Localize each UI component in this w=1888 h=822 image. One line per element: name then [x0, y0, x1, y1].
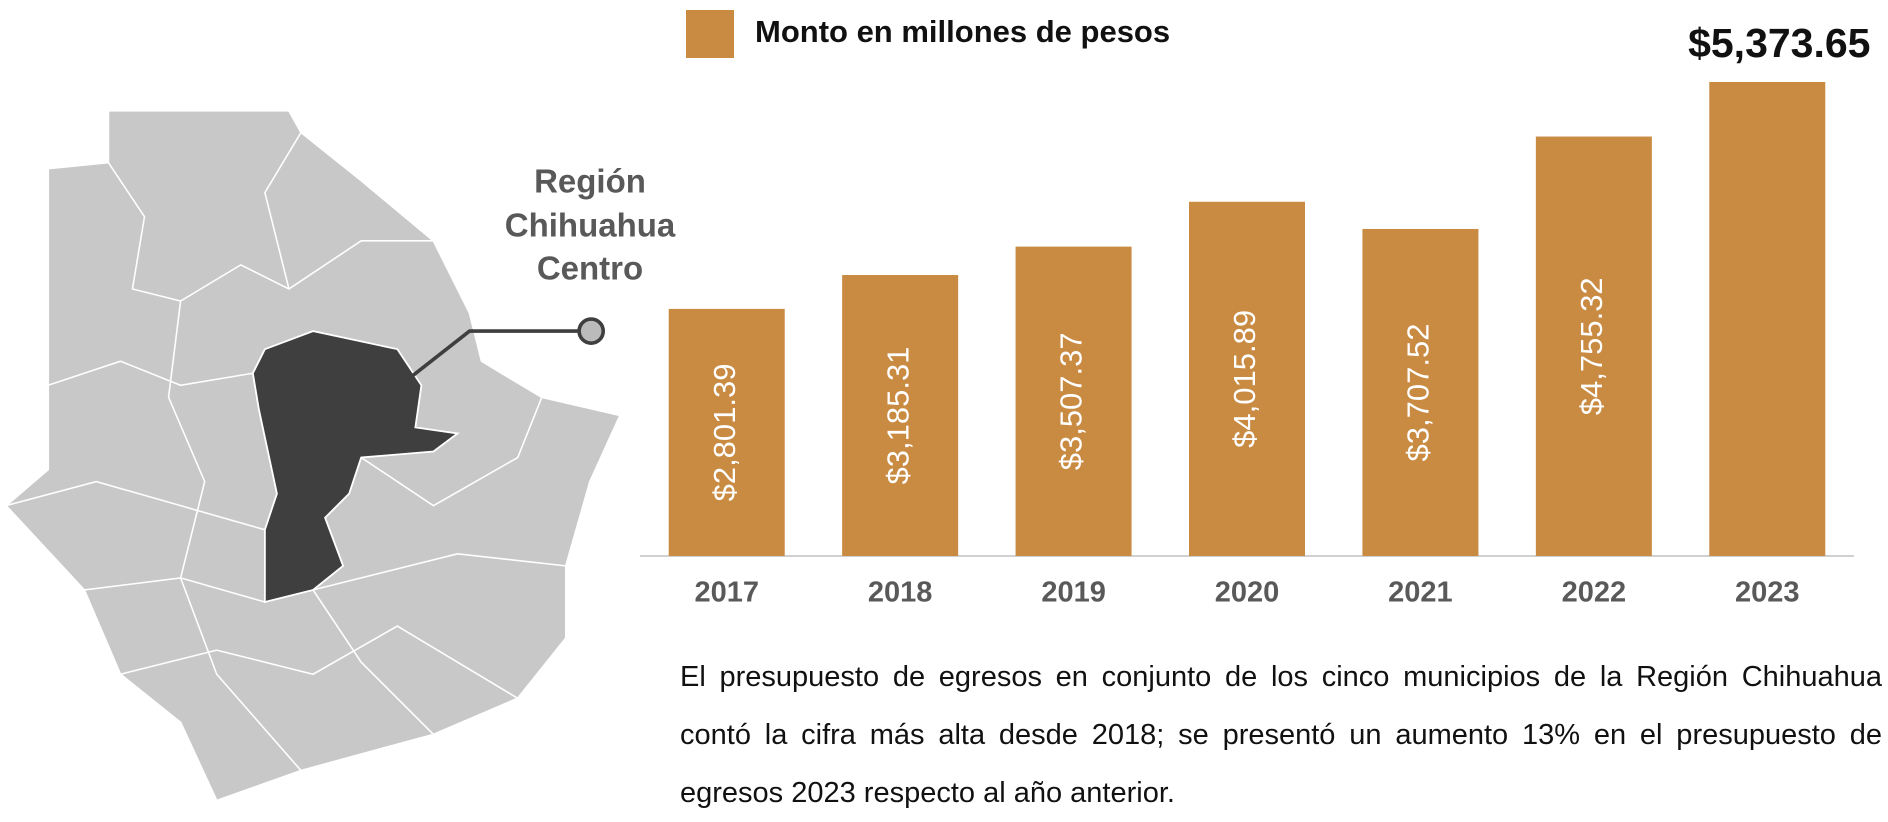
value-label: $3,707.52	[1401, 324, 1436, 462]
legend-swatch	[686, 10, 734, 58]
region-label: Chihuahua	[505, 207, 676, 244]
state-map	[4, 109, 622, 802]
x-tick-label: 2021	[1388, 577, 1453, 609]
bar	[668, 308, 785, 556]
map-borders	[5, 132, 566, 772]
bar	[1535, 136, 1652, 556]
callout-dot	[577, 317, 606, 345]
value-label: $4,755.32	[1574, 277, 1609, 415]
x-tick-label: 2017	[694, 577, 759, 609]
value-label: $4,015.89	[1227, 310, 1262, 448]
value-label: $3,185.31	[880, 347, 915, 485]
legend-label: Monto en millones de pesos	[755, 14, 1170, 49]
x-tick-label: 2020	[1215, 577, 1280, 609]
bar	[1015, 246, 1132, 556]
value-label: $5,373.65	[1688, 20, 1870, 66]
x-tick-label: 2019	[1041, 577, 1106, 609]
x-tick-label: 2018	[868, 577, 933, 609]
value-label: $3,507.37	[1054, 332, 1089, 470]
x-tick-label: 2022	[1562, 577, 1627, 609]
callout-line	[396, 329, 590, 390]
paragraph: El presupuesto de egresos en conjunto de…	[680, 661, 1882, 809]
bar	[842, 275, 959, 556]
bar	[1189, 201, 1305, 556]
bar	[1709, 82, 1826, 556]
region-label: Centro	[537, 250, 643, 287]
bar	[1362, 228, 1479, 557]
region-label: Región	[534, 163, 646, 200]
x-tick-label: 2023	[1735, 577, 1800, 609]
map-region	[251, 330, 460, 604]
value-label: $2,801.39	[707, 363, 742, 501]
